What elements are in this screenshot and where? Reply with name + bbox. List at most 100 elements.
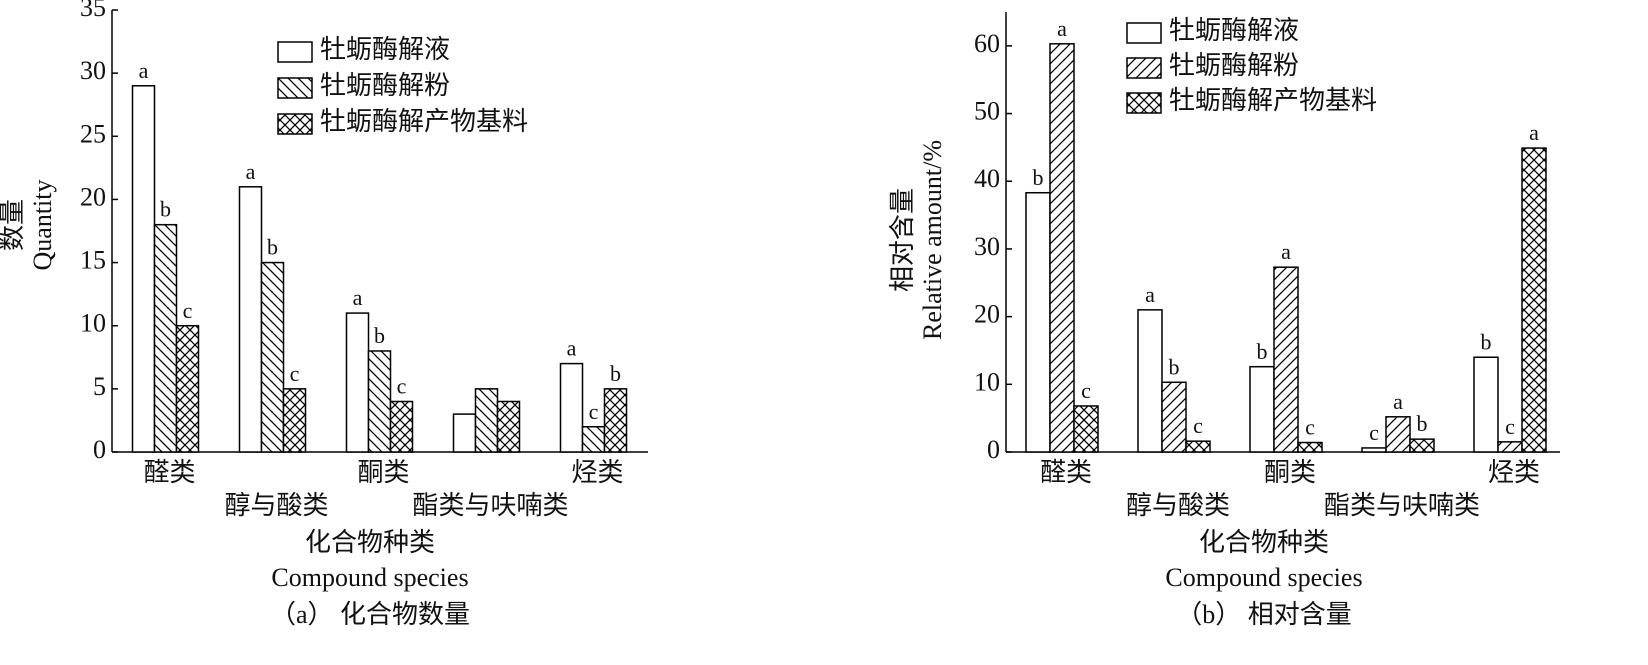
legend-label: 牡蛎酶解产物基料 (1169, 86, 1377, 115)
y-tick-label: 50 (974, 97, 1000, 126)
chart-caption: （b） 相对含量 (1176, 600, 1352, 629)
significance-letter: b (267, 235, 278, 260)
bar (1361, 447, 1387, 453)
bar (1137, 309, 1163, 453)
bar (1161, 381, 1187, 453)
y-tick-label: 35 (80, 0, 106, 22)
bar (1073, 405, 1099, 453)
x-tick-label: 烃类 (571, 458, 623, 487)
bar (1521, 147, 1547, 453)
significance-letter: b (1169, 354, 1180, 379)
bar (1385, 416, 1411, 453)
significance-letter: c (183, 298, 193, 323)
significance-letter: a (139, 58, 149, 83)
bar (1025, 191, 1051, 453)
y-tick-label: 20 (974, 300, 1000, 329)
bar (282, 388, 307, 453)
bar (559, 362, 584, 453)
x-tick-label: 酮类 (1264, 458, 1316, 487)
chart: 0102030405060醛类bac醇与酸类abc酮类bac酯类与呋喃类cab烃… (888, 12, 1560, 629)
bar (345, 312, 370, 453)
bar (1249, 365, 1275, 453)
significance-letter: a (246, 159, 256, 184)
significance-letter: a (1393, 389, 1403, 414)
bar (603, 388, 628, 453)
bar (1409, 438, 1435, 453)
significance-letter: b (1481, 329, 1492, 354)
significance-letter: c (589, 399, 599, 424)
y-tick-label: 30 (974, 232, 1000, 261)
bar (1273, 266, 1299, 453)
significance-letter: a (567, 336, 577, 361)
chart: 05101520253035醛类abc醇与酸类abc酮类abc酯类与呋喃类烃类a… (0, 0, 648, 629)
bar (389, 400, 414, 453)
significance-letter: b (374, 323, 385, 348)
bar (367, 350, 392, 453)
y-tick-label: 60 (974, 29, 1000, 58)
x-axis-label: 化合物种类 (1199, 528, 1329, 557)
legend-label: 牡蛎酶解液 (320, 35, 450, 64)
y-tick-label: 10 (974, 367, 1000, 396)
x-tick-label: 酮类 (357, 458, 409, 487)
bar (496, 400, 521, 453)
legend-swatch (1126, 22, 1162, 44)
y-axis-label: 数量 (0, 199, 27, 251)
significance-letter: b (1257, 339, 1268, 364)
x-tick-label: 酯类与呋喃类 (412, 491, 568, 520)
y-tick-label: 15 (80, 246, 106, 275)
significance-letter: b (1033, 165, 1044, 190)
bar (1049, 43, 1075, 453)
y-axis-label: Relative amount/% (918, 140, 947, 340)
significance-letter: b (610, 361, 621, 386)
x-tick-label: 酯类与呋喃类 (1324, 491, 1480, 520)
x-axis-label: Compound species (271, 563, 468, 592)
bar (1497, 441, 1523, 453)
legend-label: 牡蛎酶解粉 (1169, 51, 1299, 80)
significance-letter: c (1369, 420, 1379, 445)
significance-letter: a (1145, 282, 1155, 307)
x-axis-label: 化合物种类 (305, 528, 435, 557)
significance-letter: c (1505, 414, 1515, 439)
y-tick-label: 5 (93, 372, 106, 401)
bar (474, 388, 499, 453)
bar (260, 261, 285, 453)
x-tick-label: 醇与酸类 (224, 491, 328, 520)
significance-letter: a (1057, 16, 1067, 41)
significance-letter: b (160, 197, 171, 222)
significance-letter: a (353, 285, 363, 310)
significance-letter: c (1193, 413, 1203, 438)
bar (1473, 356, 1499, 453)
x-tick-label: 醛类 (143, 458, 195, 487)
y-axis-label: 相对含量 (888, 188, 917, 292)
y-tick-label: 20 (80, 182, 106, 211)
y-tick-label: 40 (974, 164, 1000, 193)
legend-swatch (1126, 57, 1162, 79)
significance-letter: c (1305, 415, 1315, 440)
significance-letter: a (1281, 239, 1291, 264)
bar (452, 413, 477, 453)
chart-caption: （a） 化合物数量 (270, 600, 470, 629)
significance-letter: a (1529, 120, 1539, 145)
legend-label: 牡蛎酶解液 (1169, 16, 1299, 45)
legend-label: 牡蛎酶解产物基料 (320, 107, 528, 136)
y-tick-label: 0 (93, 435, 106, 464)
x-axis-label: Compound species (1165, 563, 1362, 592)
legend-swatch (277, 113, 313, 135)
bar (581, 425, 606, 453)
bar (153, 223, 178, 453)
significance-letter: c (1081, 378, 1091, 403)
x-tick-label: 烃类 (1488, 458, 1540, 487)
legend-label: 牡蛎酶解粉 (320, 71, 450, 100)
significance-letter: b (1417, 411, 1428, 436)
y-tick-label: 25 (80, 119, 106, 148)
bar (131, 85, 156, 453)
y-tick-label: 0 (987, 435, 1000, 464)
y-tick-label: 30 (80, 56, 106, 85)
x-tick-label: 醛类 (1040, 458, 1092, 487)
x-tick-label: 醇与酸类 (1126, 491, 1230, 520)
significance-letter: c (290, 361, 300, 386)
legend-swatch (277, 77, 313, 99)
bar (1297, 441, 1323, 453)
bar (1185, 440, 1211, 453)
